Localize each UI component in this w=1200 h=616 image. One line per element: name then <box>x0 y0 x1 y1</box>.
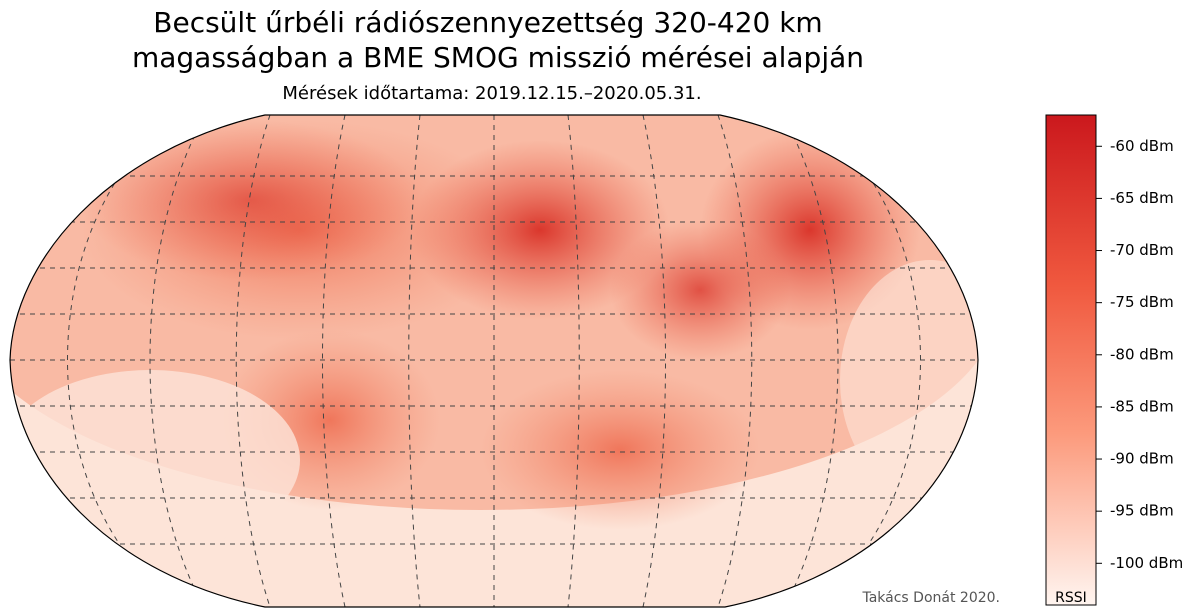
colorbar-tick-label: -90 dBm <box>1110 450 1174 468</box>
title-line: magasságban a BME SMOG misszió mérései a… <box>132 41 864 74</box>
colorbar-tick-label: -80 dBm <box>1110 345 1174 363</box>
colorbar-tick-label: -65 dBm <box>1110 189 1174 207</box>
heatmap <box>10 115 978 607</box>
colorbar-tick-label: -100 dBm <box>1110 554 1183 572</box>
credit: Takács Donát 2020. <box>861 590 1000 606</box>
colorbar: RSSI <box>1045 114 1097 606</box>
title-line: Becsült űrbéli rádiószennyezettség 320-4… <box>153 6 822 39</box>
colorbar-tick-label: -60 dBm <box>1110 137 1174 155</box>
colorbar-tick-label: -95 dBm <box>1110 502 1174 520</box>
colorbar-label: RSSI <box>1055 590 1087 606</box>
colorbar-tick-label: -75 dBm <box>1110 293 1174 311</box>
colorbar-tick-label: -70 dBm <box>1110 241 1174 259</box>
colorbar-tick-label: -85 dBm <box>1110 397 1174 415</box>
subtitle: Mérések időtartama: 2019.12.15.–2020.05.… <box>282 83 701 104</box>
colorbar-scale <box>1045 114 1097 606</box>
map-outline <box>9 114 979 608</box>
